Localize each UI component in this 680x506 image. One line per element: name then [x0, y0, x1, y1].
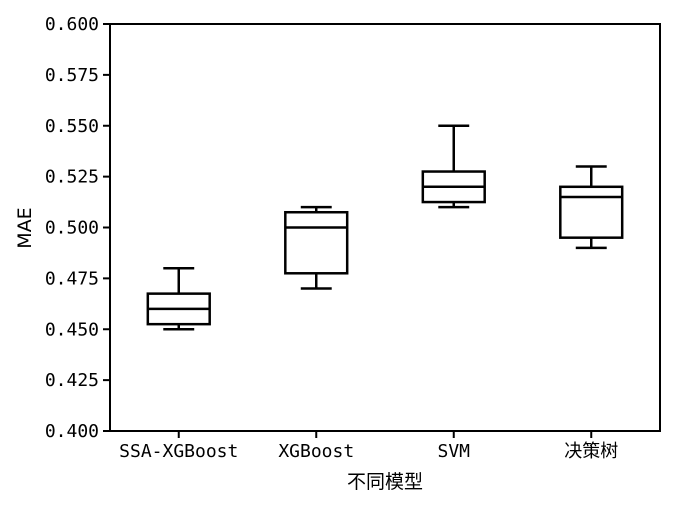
y-tick-label: 0.500	[45, 218, 99, 239]
y-axis-title: MAE	[14, 207, 36, 248]
box-iqr	[284, 210, 349, 275]
boxes-layer	[146, 124, 624, 331]
y-tick-label: 0.475	[45, 268, 99, 289]
x-axis: SSA-XGBoost XGBoost SVM 决策树	[119, 431, 618, 462]
y-tick-label: 0.450	[45, 319, 99, 340]
box-group	[421, 124, 486, 209]
y-tick-label: 0.575	[45, 65, 99, 86]
y-tick-label: 0.525	[45, 167, 99, 188]
y-tick-label: 0.425	[45, 370, 99, 391]
box-group	[559, 165, 624, 250]
x-tick-label: XGBoost	[278, 441, 354, 462]
y-axis: 0.400 0.425 0.450 0.475 0.500 0.525 0.550 0.575…	[45, 14, 110, 442]
x-tick-label: 决策树	[564, 441, 618, 462]
y-tick-label: 0.600	[45, 14, 99, 35]
x-tick-label: SVM	[437, 441, 470, 462]
box-group	[284, 205, 349, 290]
x-axis-title: 不同模型	[347, 471, 423, 493]
box-iqr	[559, 185, 624, 239]
y-tick-label: 0.550	[45, 116, 99, 137]
box-group	[146, 266, 211, 331]
x-tick-label: SSA-XGBoost	[119, 441, 238, 462]
y-tick-label: 0.400	[45, 421, 99, 442]
